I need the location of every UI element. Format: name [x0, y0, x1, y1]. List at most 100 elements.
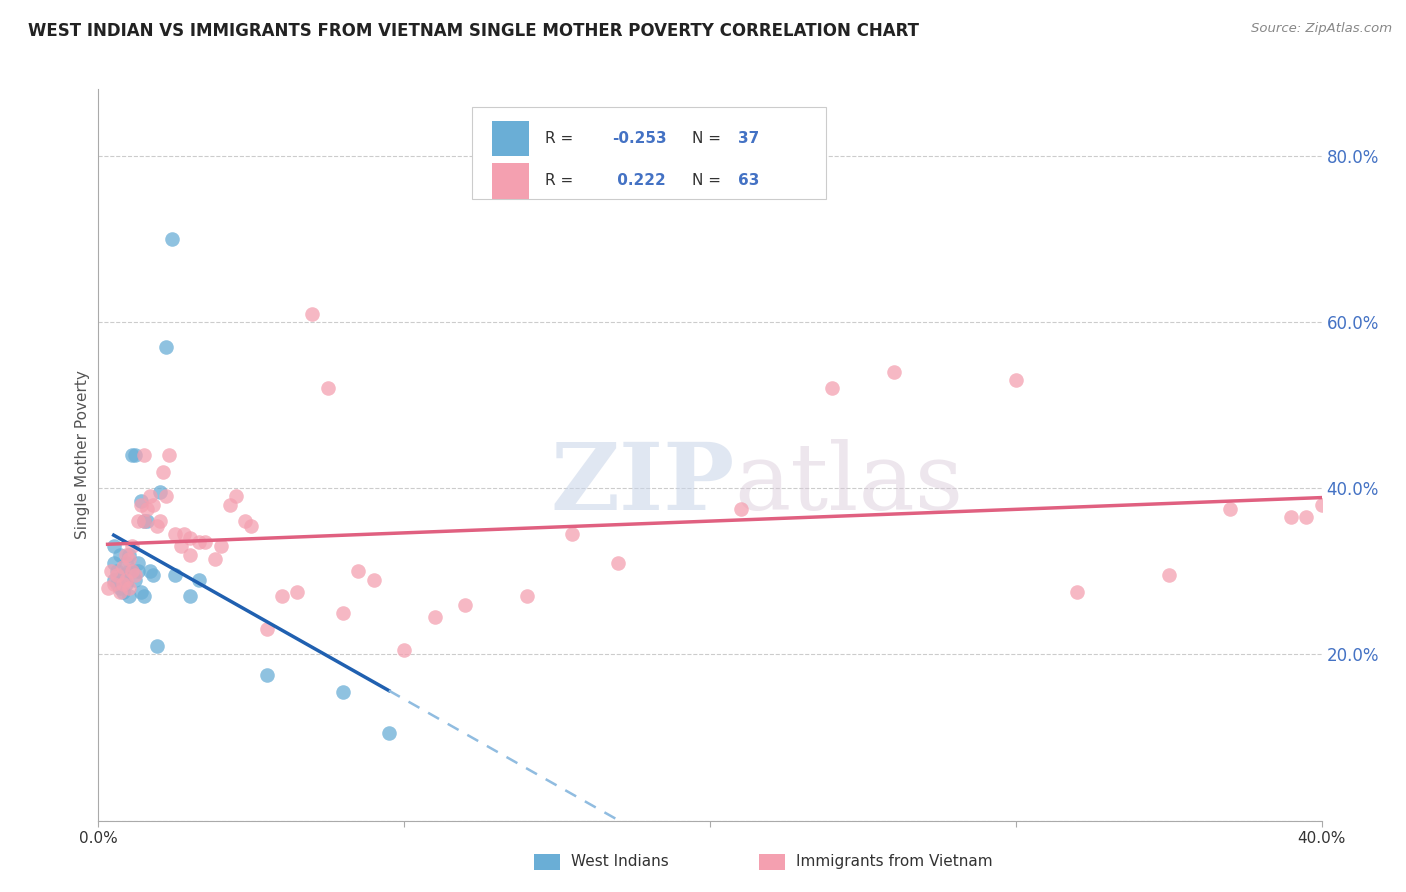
- Point: [378, 726, 401, 740]
- Text: Source: ZipAtlas.com: Source: ZipAtlas.com: [1251, 22, 1392, 36]
- Point: [188, 573, 211, 587]
- Point: [121, 564, 143, 578]
- Point: [363, 573, 385, 587]
- Point: [607, 556, 630, 570]
- Point: [1295, 510, 1317, 524]
- Text: WEST INDIAN VS IMMIGRANTS FROM VIETNAM SINGLE MOTHER POVERTY CORRELATION CHART: WEST INDIAN VS IMMIGRANTS FROM VIETNAM S…: [28, 22, 920, 40]
- FancyBboxPatch shape: [492, 163, 529, 199]
- Point: [115, 573, 138, 587]
- Point: [142, 568, 165, 582]
- Point: [129, 493, 152, 508]
- Point: [179, 548, 201, 562]
- Point: [160, 232, 183, 246]
- Point: [179, 531, 201, 545]
- Text: West Indians: West Indians: [571, 855, 669, 869]
- Point: [129, 585, 152, 599]
- Point: [118, 548, 141, 562]
- Point: [454, 598, 477, 612]
- Point: [145, 639, 167, 653]
- Point: [108, 581, 131, 595]
- Point: [139, 490, 162, 504]
- Point: [332, 685, 354, 699]
- Point: [173, 527, 195, 541]
- Point: [136, 515, 159, 529]
- Point: [129, 498, 152, 512]
- Point: [145, 518, 167, 533]
- Point: [149, 485, 172, 500]
- Point: [124, 568, 146, 582]
- Y-axis label: Single Mother Poverty: Single Mother Poverty: [75, 370, 90, 540]
- Point: [256, 668, 278, 682]
- Point: [233, 515, 256, 529]
- Point: [423, 610, 446, 624]
- Point: [124, 573, 146, 587]
- Point: [136, 502, 159, 516]
- Point: [115, 556, 138, 570]
- Text: R =: R =: [546, 173, 574, 188]
- Point: [115, 548, 138, 562]
- Point: [821, 381, 844, 395]
- FancyBboxPatch shape: [492, 121, 529, 156]
- Point: [134, 448, 156, 462]
- Point: [204, 551, 226, 566]
- Point: [163, 527, 186, 541]
- Point: [105, 576, 128, 591]
- Point: [111, 585, 134, 599]
- Point: [155, 490, 177, 504]
- Point: [111, 568, 134, 582]
- Point: [115, 576, 138, 591]
- Text: Immigrants from Vietnam: Immigrants from Vietnam: [796, 855, 993, 869]
- Point: [108, 548, 131, 562]
- Point: [240, 518, 263, 533]
- Point: [139, 564, 162, 578]
- Point: [270, 589, 292, 603]
- Point: [97, 581, 120, 595]
- Point: [194, 535, 217, 549]
- Point: [134, 515, 156, 529]
- Point: [105, 568, 128, 582]
- Point: [209, 539, 232, 553]
- Point: [1279, 510, 1302, 524]
- Text: R =: R =: [546, 131, 574, 146]
- Point: [1219, 502, 1241, 516]
- Point: [170, 539, 193, 553]
- Point: [134, 589, 156, 603]
- Point: [121, 564, 143, 578]
- Point: [332, 606, 354, 620]
- Point: [121, 448, 143, 462]
- Point: [516, 589, 538, 603]
- Point: [103, 573, 125, 587]
- Point: [127, 564, 149, 578]
- Point: [118, 589, 141, 603]
- Point: [127, 515, 149, 529]
- Point: [219, 498, 242, 512]
- Point: [100, 564, 122, 578]
- Point: [1066, 585, 1088, 599]
- Point: [127, 556, 149, 570]
- Point: [285, 585, 308, 599]
- Point: [883, 365, 905, 379]
- Point: [124, 448, 146, 462]
- Point: [1004, 373, 1026, 387]
- Text: ZIP: ZIP: [550, 439, 734, 529]
- Point: [118, 551, 141, 566]
- Point: [149, 515, 172, 529]
- Point: [111, 576, 134, 591]
- Text: 0.222: 0.222: [612, 173, 666, 188]
- Point: [256, 623, 278, 637]
- Point: [1310, 498, 1333, 512]
- Point: [121, 539, 143, 553]
- Point: [103, 576, 125, 591]
- Point: [134, 515, 156, 529]
- Point: [188, 535, 211, 549]
- Point: [157, 448, 180, 462]
- Point: [225, 490, 247, 504]
- Point: [392, 643, 416, 657]
- Point: [103, 556, 125, 570]
- Point: [103, 539, 125, 553]
- Text: 37: 37: [738, 131, 759, 146]
- Text: 63: 63: [738, 173, 759, 188]
- Point: [561, 527, 583, 541]
- Point: [152, 465, 174, 479]
- Point: [111, 560, 134, 574]
